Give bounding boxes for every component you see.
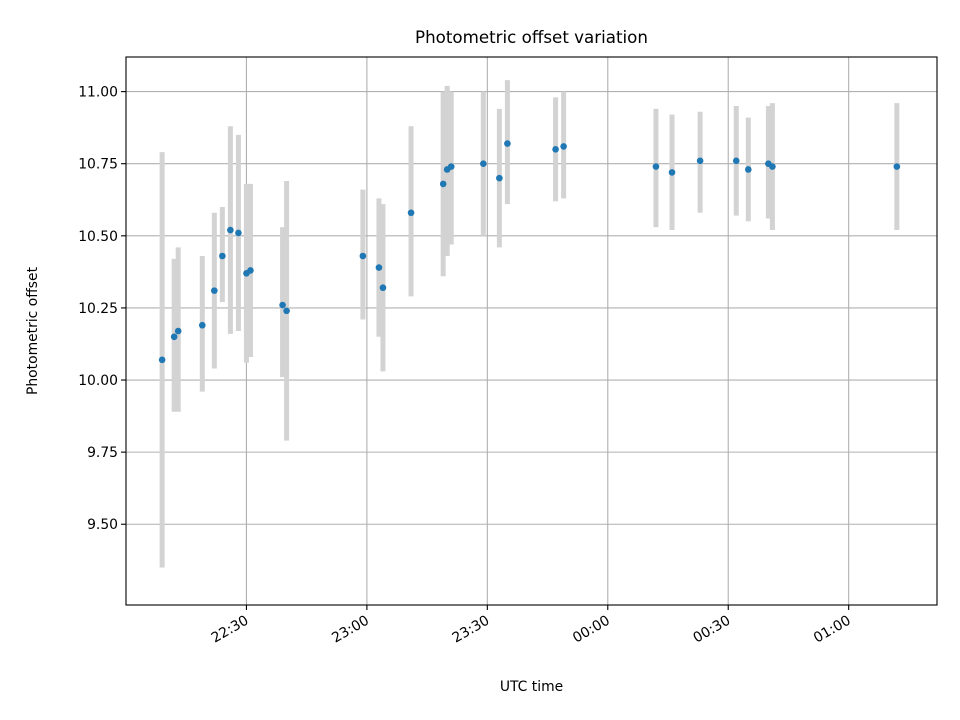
grid [126, 57, 937, 605]
plot-area-frame [125, 56, 938, 606]
data-point [235, 229, 242, 237]
data-point [375, 264, 383, 271]
y-tick-label: 10.00 [78, 373, 118, 389]
data-point [219, 252, 226, 260]
y-axis-label: Photometric offset [25, 266, 41, 395]
y-tick-label: 9.75 [87, 445, 118, 461]
data-point [769, 163, 776, 170]
y-tick-label: 9.50 [87, 517, 118, 533]
data-point [447, 163, 455, 170]
data-points [158, 140, 901, 364]
data-point [893, 163, 901, 170]
y-axis-ticks: 9.50 9.75 10.00 10.25 10.50 10.75 11.00 [78, 85, 126, 533]
data-point [496, 174, 503, 182]
data-point [552, 145, 559, 153]
y-tick-label: 11.00 [78, 85, 118, 101]
x-axis-label: UTC time [500, 679, 563, 695]
data-point [652, 163, 660, 170]
data-point [198, 321, 206, 329]
data-point [696, 157, 704, 165]
y-tick-label: 10.75 [78, 157, 118, 173]
data-point [745, 166, 752, 173]
data-point [504, 140, 511, 147]
y-tick-label: 10.50 [78, 229, 118, 245]
data-point [279, 301, 286, 309]
data-point [439, 180, 447, 188]
data-point [283, 307, 290, 315]
data-point [170, 333, 178, 341]
data-point [480, 160, 487, 168]
data-point [174, 327, 182, 335]
chart-title: Photometric offset variation [415, 27, 648, 47]
data-point [359, 252, 367, 260]
y-tick-label: 10.25 [78, 301, 118, 317]
data-point [560, 143, 567, 150]
data-point [211, 287, 218, 294]
data-point [407, 209, 415, 217]
data-point [158, 356, 166, 364]
data-point [379, 284, 387, 292]
data-point [732, 157, 740, 165]
data-point [668, 169, 676, 176]
data-point [247, 267, 254, 274]
data-point [227, 226, 234, 234]
